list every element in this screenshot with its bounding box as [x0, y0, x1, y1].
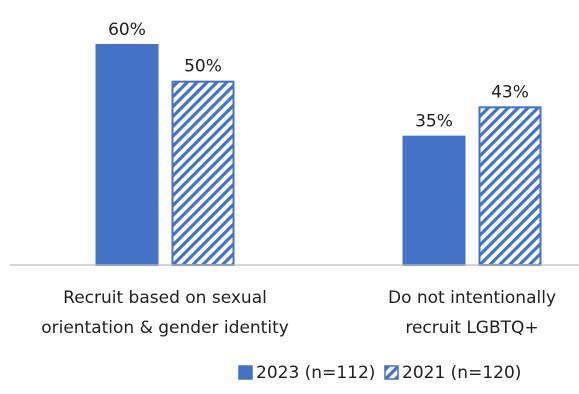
- data-label: 35%: [415, 112, 453, 132]
- legend-label: 2023 (n=112): [256, 363, 375, 383]
- legend-swatch: [384, 365, 399, 380]
- category-label: orientation & gender identity: [41, 318, 289, 338]
- bar-series-2-cat-1: [171, 80, 235, 266]
- category-label: Do not intentionally: [388, 288, 556, 308]
- bar-series-1-cat-1: [95, 44, 159, 266]
- bar-series-2-cat-2: [478, 106, 542, 267]
- data-label: 43%: [491, 82, 529, 102]
- category-label: recruit LGBTQ+: [405, 318, 538, 338]
- data-label: 60%: [108, 20, 146, 40]
- labels-layer: 60% 50% 35% 43%: [108, 20, 529, 132]
- legend-label: 2021 (n=120): [402, 363, 521, 383]
- legend-swatch: [238, 365, 253, 380]
- bars-layer: [95, 44, 542, 267]
- bar-series-1-cat-2: [402, 135, 466, 266]
- category-labels: Recruit based on sexual orientation & gen…: [41, 288, 556, 338]
- category-label: Recruit based on sexual: [63, 288, 267, 308]
- data-label: 50%: [184, 57, 222, 77]
- legend: 2023 (n=112) 2021 (n=120): [238, 363, 521, 383]
